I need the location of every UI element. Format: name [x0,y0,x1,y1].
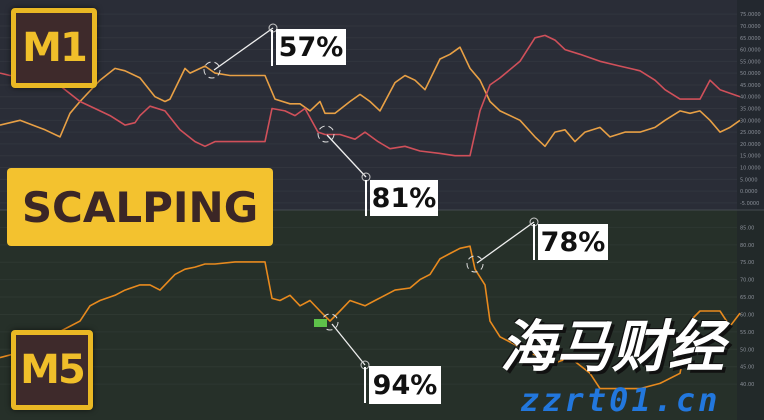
callout-94: 94% [369,366,441,404]
y-tick-label: 50.0000 [740,71,761,77]
y-tick-label: 75.0000 [740,12,761,18]
y-tick-label: 65.00 [740,295,754,301]
y-tick-label: 45.0000 [740,83,761,89]
y-tick-label: 65.0000 [740,36,761,42]
pointer-line-57 [213,27,274,71]
y-tick-label: 60.00 [740,312,754,318]
pointer-line-78 [476,221,535,264]
series-line-top-0 [0,46,741,148]
y-tick-label: 10.0000 [740,166,761,172]
y-tick-label: 85.00 [740,225,754,231]
y-tick-label: 80.00 [740,243,754,249]
timeframe-badge-m5: M5 [11,330,93,410]
target-ring-81 [317,125,335,143]
entry-marker [314,319,327,327]
y-tick-label: 0.0000 [740,189,758,195]
pointer-line-94 [331,323,366,366]
callout-stem-57 [271,30,273,66]
pointer-origin-57 [268,23,278,33]
pointer-line-81 [326,134,367,178]
y-tick-label: 5.0000 [740,177,758,183]
callout-stem-78 [533,224,535,260]
series-line-top-1 [0,34,741,157]
y-tick-label: 55.0000 [740,59,761,65]
target-ring-57 [203,61,221,79]
y-tick-label: 50.00 [740,347,754,353]
y-tick-label: 70.00 [740,278,754,284]
callout-81: 81% [370,180,438,216]
y-tick-label: 30.0000 [740,118,761,124]
y-tick-label: 35.0000 [740,107,761,113]
callout-57: 57% [276,29,346,65]
watermark-chinese: 海马财经 [500,315,724,380]
y-tick-label: 40.0000 [740,95,761,101]
target-ring-78 [466,255,484,273]
y-tick-label: 70.0000 [740,24,761,30]
timeframe-badge-m1: M1 [11,8,97,88]
callout-pointers [203,23,539,370]
scalping-title: SCALPING [7,168,273,246]
y-tick-label: 20.0000 [740,142,761,148]
y-tick-label: 55.00 [740,330,754,336]
y-tick-label: -5.0000 [740,201,759,207]
y-tick-label: 15.0000 [740,154,761,160]
y-tick-label: 45.00 [740,365,754,371]
callout-78: 78% [538,224,608,260]
y-tick-label: 60.0000 [740,48,761,54]
y-tick-label: 75.00 [740,260,754,266]
callout-stem-81 [365,180,367,216]
watermark-url: zzrt01.cn [520,381,721,419]
y-tick-label: 25.0000 [740,130,761,136]
y-tick-label: 40.00 [740,382,754,388]
callout-stem-94 [364,367,366,403]
series-line-bottom-0 [0,245,741,390]
